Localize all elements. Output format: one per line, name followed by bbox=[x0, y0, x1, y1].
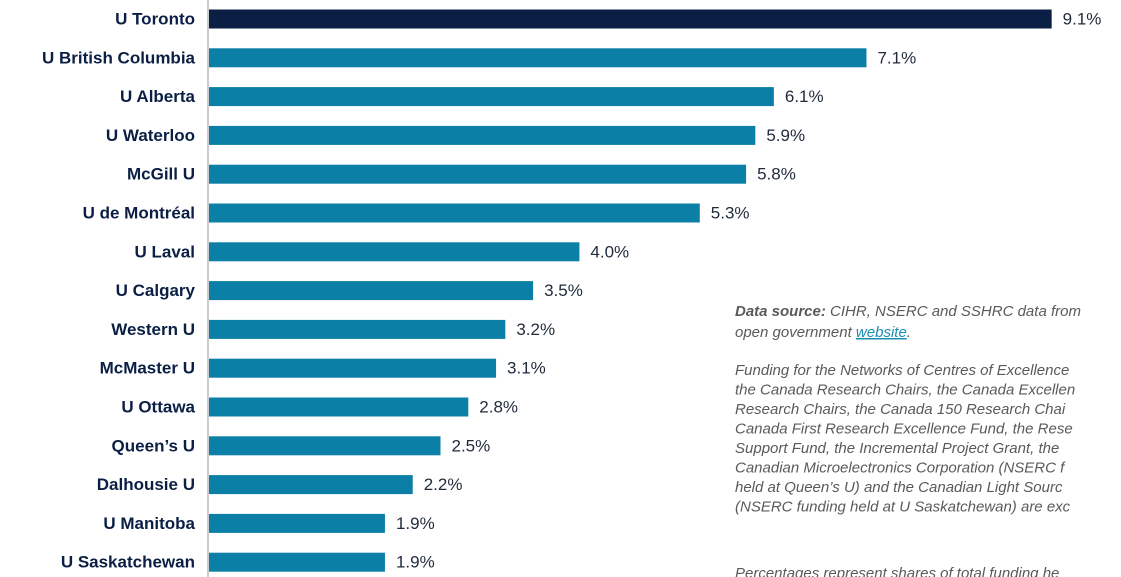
note-source-label: Data source: bbox=[735, 303, 826, 320]
category-label: McGill U bbox=[127, 165, 195, 184]
bar bbox=[209, 48, 867, 68]
bar bbox=[209, 513, 385, 533]
category-label: U British Columbia bbox=[42, 48, 196, 67]
note-line: Canadian Microelectronics Corporation (N… bbox=[735, 459, 1066, 476]
category-label: U Manitoba bbox=[103, 514, 195, 533]
category-label: U Alberta bbox=[120, 87, 195, 106]
value-label: 3.5% bbox=[544, 281, 583, 300]
note-line: Funding for the Networks of Centres of E… bbox=[735, 362, 1069, 379]
value-label: 9.1% bbox=[1063, 9, 1102, 28]
note-link-end: . bbox=[907, 324, 911, 341]
note-line: Research Chairs, the Canada 150 Research… bbox=[735, 401, 1066, 418]
category-label: Western U bbox=[111, 320, 195, 339]
value-label: 7.1% bbox=[877, 48, 916, 67]
category-label: U Ottawa bbox=[121, 397, 195, 416]
note-line: the Canada Research Chairs, the Canada E… bbox=[735, 381, 1075, 398]
value-label: 2.5% bbox=[452, 436, 491, 455]
category-label: McMaster U bbox=[100, 359, 195, 378]
value-label: 3.2% bbox=[516, 320, 555, 339]
note-line: held at Queen’s U) and the Canadian Ligh… bbox=[735, 479, 1063, 496]
note-link[interactable]: website bbox=[856, 324, 907, 341]
bar bbox=[209, 475, 413, 495]
bar bbox=[209, 87, 774, 107]
note-source-2: open government website. bbox=[735, 324, 911, 341]
bar bbox=[209, 125, 756, 145]
note-line: (NSERC funding held at U Saskatchewan) a… bbox=[735, 498, 1071, 515]
category-label: Dalhousie U bbox=[97, 475, 195, 494]
bar bbox=[209, 397, 469, 417]
bar bbox=[209, 242, 580, 262]
value-label: 6.1% bbox=[785, 87, 824, 106]
bar bbox=[209, 281, 534, 301]
bar bbox=[209, 203, 700, 223]
note-last: Percentages represent shares of total fu… bbox=[735, 565, 1059, 577]
category-label: U Toronto bbox=[115, 9, 195, 28]
value-label: 5.8% bbox=[757, 165, 796, 184]
note-source-text2: open government bbox=[735, 324, 856, 341]
bar bbox=[209, 319, 506, 339]
bar bbox=[209, 358, 497, 378]
category-label: U Calgary bbox=[116, 281, 196, 300]
value-label: 4.0% bbox=[590, 242, 629, 261]
value-label: 1.9% bbox=[396, 553, 435, 572]
value-label: 2.8% bbox=[479, 397, 518, 416]
category-label: Queen’s U bbox=[112, 436, 195, 455]
bar bbox=[209, 164, 747, 184]
category-label: U Saskatchewan bbox=[61, 553, 195, 572]
category-label: U Laval bbox=[135, 242, 195, 261]
category-label: U de Montréal bbox=[83, 203, 195, 222]
note-source-text: CIHR, NSERC and SSHRC data from bbox=[826, 303, 1081, 320]
value-label: 5.9% bbox=[766, 126, 805, 145]
bar bbox=[209, 436, 441, 456]
value-label: 1.9% bbox=[396, 514, 435, 533]
bar bbox=[209, 552, 385, 572]
value-label: 2.2% bbox=[424, 475, 463, 494]
value-label: 5.3% bbox=[711, 203, 750, 222]
note-source: Data source: CIHR, NSERC and SSHRC data … bbox=[735, 303, 1081, 320]
category-label: U Waterloo bbox=[106, 126, 195, 145]
bar bbox=[209, 9, 1052, 29]
note-line: Support Fund, the Incremental Project Gr… bbox=[735, 440, 1059, 457]
note-line: Canada First Research Excellence Fund, t… bbox=[735, 420, 1073, 437]
value-label: 3.1% bbox=[507, 359, 546, 378]
